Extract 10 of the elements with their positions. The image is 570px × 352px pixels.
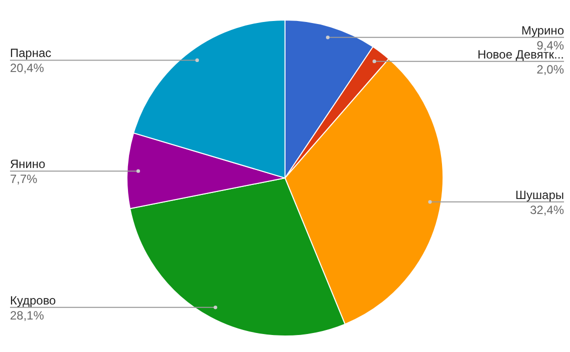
data-label: 2,0%	[536, 62, 564, 76]
slice-label: Кудрово	[10, 293, 56, 308]
slice-label: Шушары	[515, 188, 564, 202]
data-label: 28,1%	[10, 308, 44, 322]
data-label: 32,4%	[530, 202, 564, 217]
data-label: 20,4%	[10, 61, 44, 76]
slice-label: Парнас	[10, 46, 52, 60]
slice-label: Янино	[10, 157, 46, 172]
data-label: 7,7%	[10, 172, 38, 186]
slice-label: Мурино	[521, 23, 564, 38]
